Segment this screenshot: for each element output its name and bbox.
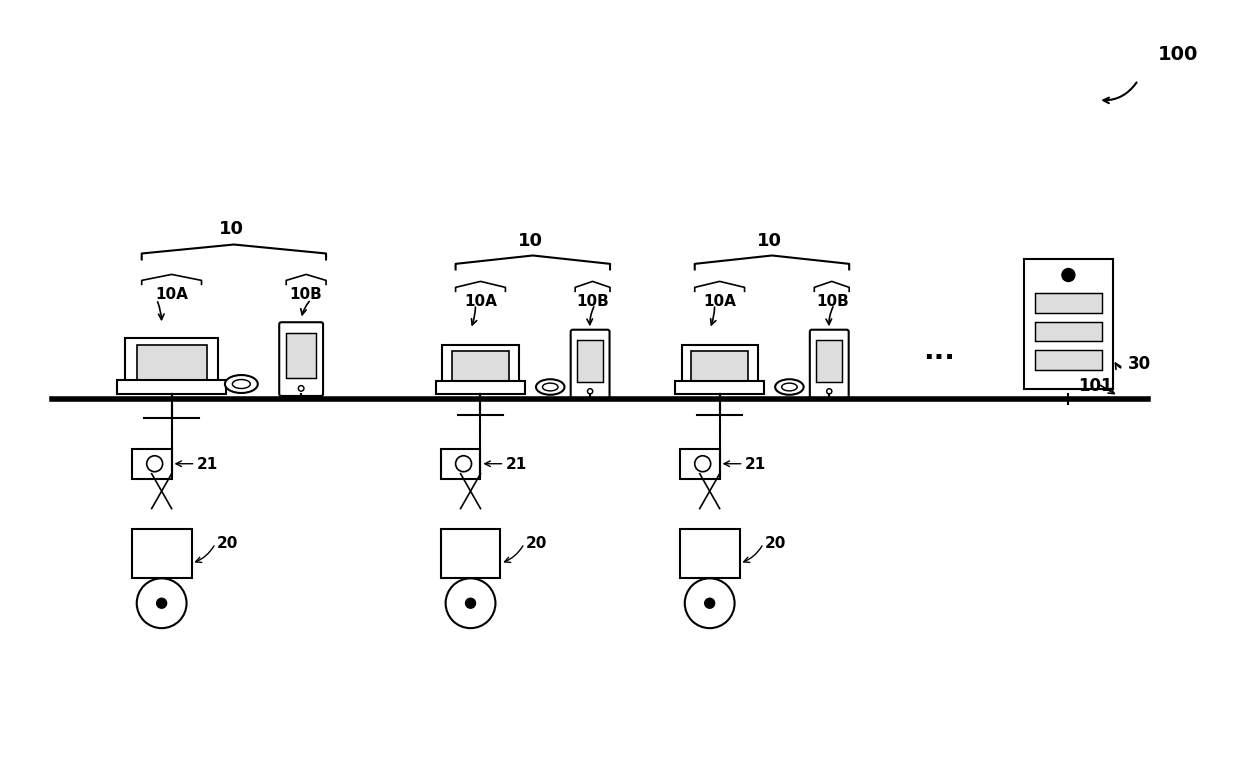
FancyBboxPatch shape xyxy=(440,528,501,578)
FancyBboxPatch shape xyxy=(131,449,171,478)
FancyBboxPatch shape xyxy=(125,338,218,390)
Circle shape xyxy=(465,598,475,608)
Ellipse shape xyxy=(542,383,558,391)
Text: 10B: 10B xyxy=(290,287,322,302)
Ellipse shape xyxy=(224,375,258,393)
Text: 10A: 10A xyxy=(155,287,188,302)
FancyBboxPatch shape xyxy=(136,345,207,382)
FancyBboxPatch shape xyxy=(680,449,719,478)
Ellipse shape xyxy=(232,379,250,389)
Circle shape xyxy=(704,598,714,608)
Text: ...: ... xyxy=(923,337,955,365)
FancyBboxPatch shape xyxy=(1023,259,1114,389)
Text: 101: 101 xyxy=(1079,377,1112,395)
FancyBboxPatch shape xyxy=(570,330,610,399)
FancyBboxPatch shape xyxy=(131,528,191,578)
Text: 10B: 10B xyxy=(816,294,848,309)
Circle shape xyxy=(156,598,166,608)
FancyBboxPatch shape xyxy=(675,382,765,394)
FancyBboxPatch shape xyxy=(810,330,848,399)
FancyBboxPatch shape xyxy=(117,379,227,394)
Text: 10A: 10A xyxy=(703,294,737,309)
Text: 20: 20 xyxy=(526,537,547,552)
Ellipse shape xyxy=(775,379,804,395)
Text: 20: 20 xyxy=(217,537,238,552)
FancyBboxPatch shape xyxy=(286,333,316,379)
Ellipse shape xyxy=(536,379,564,395)
FancyBboxPatch shape xyxy=(691,351,748,384)
Text: 100: 100 xyxy=(1158,45,1198,64)
FancyBboxPatch shape xyxy=(1034,322,1102,341)
Text: 30: 30 xyxy=(1128,355,1151,373)
FancyBboxPatch shape xyxy=(682,345,758,390)
FancyBboxPatch shape xyxy=(443,345,518,390)
FancyBboxPatch shape xyxy=(1034,293,1102,312)
Text: 21: 21 xyxy=(744,456,766,472)
Text: 20: 20 xyxy=(765,537,786,552)
FancyBboxPatch shape xyxy=(680,528,739,578)
FancyBboxPatch shape xyxy=(1034,350,1102,369)
Text: 10: 10 xyxy=(219,220,244,238)
Text: 10B: 10B xyxy=(577,294,610,309)
Ellipse shape xyxy=(781,383,797,391)
FancyBboxPatch shape xyxy=(435,382,526,394)
FancyBboxPatch shape xyxy=(577,340,603,382)
Circle shape xyxy=(1061,269,1075,281)
FancyBboxPatch shape xyxy=(816,340,842,382)
Text: 21: 21 xyxy=(506,456,527,472)
FancyBboxPatch shape xyxy=(279,323,324,396)
Text: 10: 10 xyxy=(756,231,782,249)
FancyBboxPatch shape xyxy=(451,351,510,384)
FancyBboxPatch shape xyxy=(440,449,480,478)
Text: 21: 21 xyxy=(196,456,218,472)
Text: 10: 10 xyxy=(518,231,543,249)
Text: 10A: 10A xyxy=(464,294,497,309)
